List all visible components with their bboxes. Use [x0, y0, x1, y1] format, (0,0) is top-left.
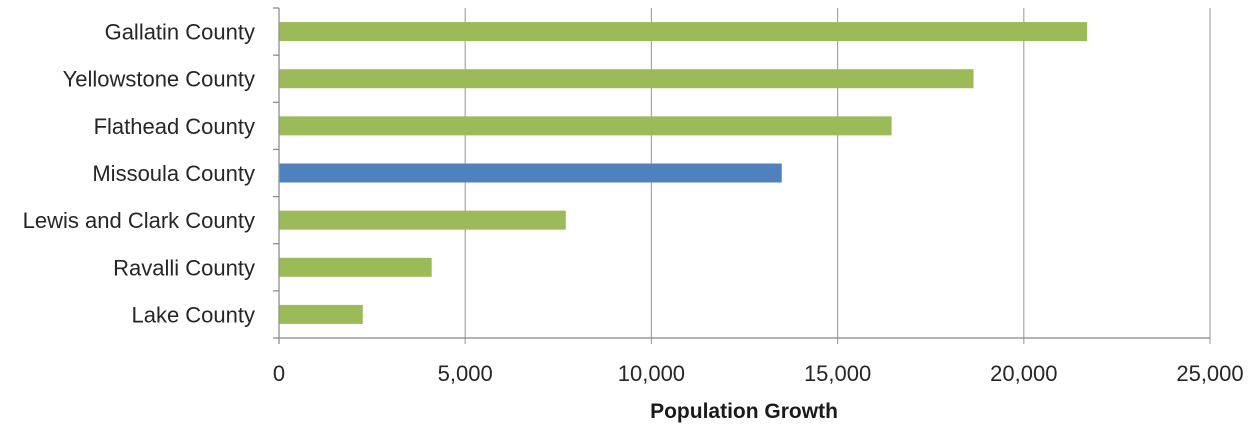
bars [279, 22, 1088, 324]
x-tick-label-4: 20,000 [990, 361, 1057, 386]
category-label-0: Gallatin County [105, 20, 255, 45]
gridlines [464, 8, 1211, 344]
category-label-4: Lewis and Clark County [23, 208, 255, 233]
bar-4 [279, 210, 566, 230]
bar-2 [279, 116, 892, 136]
x-tick-label-0: 0 [273, 361, 285, 386]
category-label-1: Yellowstone County [63, 67, 255, 92]
axes [273, 7, 1210, 344]
category-label-3: Missoula County [92, 161, 255, 186]
tick-labels: 0 5,000 10,000 15,000 20,000 25,000 [273, 361, 1244, 386]
x-tick-label-3: 15,000 [804, 361, 871, 386]
x-axis-title: Population Growth [650, 400, 838, 423]
x-tick-label-1: 5,000 [438, 361, 493, 386]
x-tick-label-2: 10,000 [618, 361, 685, 386]
category-label-5: Ravalli County [113, 255, 255, 280]
bar-1 [279, 69, 974, 89]
bar-6 [279, 304, 363, 324]
category-labels: Gallatin County Yellowstone County Flathea… [23, 20, 255, 328]
bar-0 [279, 22, 1088, 42]
bar-3 [279, 163, 782, 183]
bar-5 [279, 257, 432, 277]
x-tick-label-5: 25,000 [1176, 361, 1243, 386]
category-label-6: Lake County [131, 302, 255, 327]
category-label-2: Flathead County [94, 114, 255, 139]
